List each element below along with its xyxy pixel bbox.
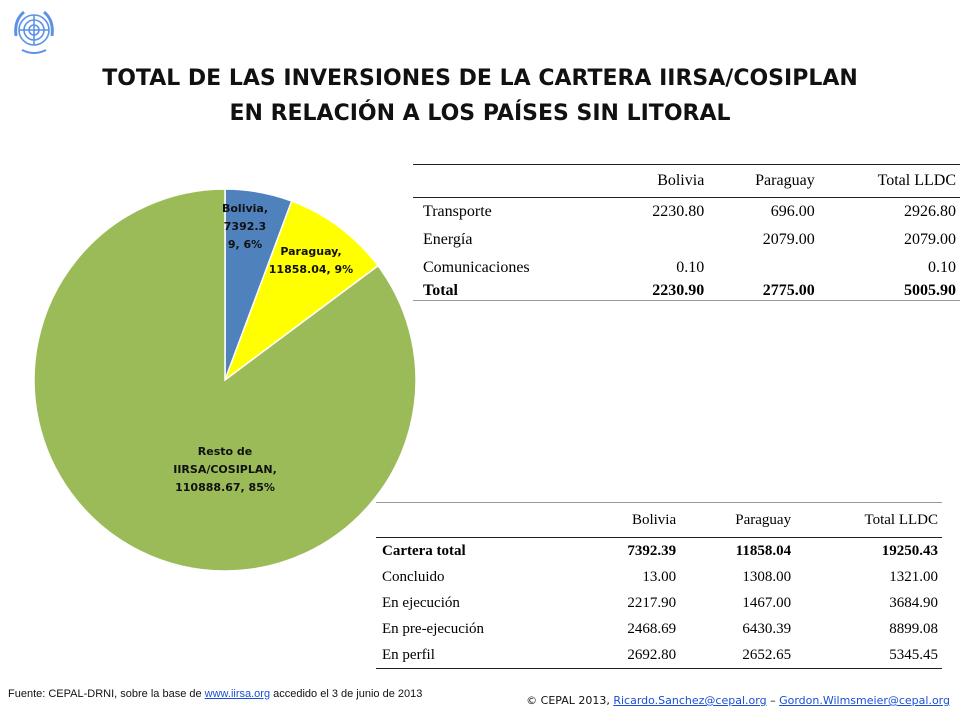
pie-label-resto: Resto de IIRSA/COSIPLAN, 110888.67, 85% [173, 445, 277, 494]
cell-value: 11858.04 [735, 542, 792, 559]
table-row: En perfil 2692.80 2652.65 5345.45 [376, 642, 942, 669]
cell-value: 0.10 [928, 259, 956, 276]
cell-value: 1321.00 [889, 568, 938, 585]
table-row: En pre-ejecución 2468.69 6430.39 8899.08 [376, 616, 942, 642]
source-note: Fuente: CEPAL-DRNI, sobre la base de www… [8, 688, 422, 700]
cell-value: 5345.45 [889, 646, 938, 663]
cell-value: 5005.90 [904, 282, 956, 299]
header-paraguay: Paraguay [708, 164, 819, 198]
source-suffix: accedido el 3 de junio de 2013 [270, 688, 423, 700]
row-label: En perfil [382, 646, 435, 663]
cell-value: 8899.08 [889, 620, 938, 637]
cell-value: 2079.00 [762, 231, 815, 248]
pie-label-paraguay: Paraguay, 11858.04, 9% [269, 245, 353, 276]
cell-value [610, 226, 708, 254]
page-title-line2: EN RELACIÓN A LOS PAÍSES SIN LITORAL [229, 101, 731, 126]
pie-chart: Bolivia, 7392.3 9, 6%Paraguay, 11858.04, 9%… [33, 188, 417, 572]
credits-separator: – [766, 694, 780, 707]
table-row: Concluido 13.00 1308.00 1321.00 [376, 564, 942, 590]
cell-value: 2926.80 [904, 203, 956, 220]
cell-value: 2230.80 [652, 203, 705, 220]
cell-value: 1308.00 [742, 568, 792, 585]
un-emblem-icon [14, 10, 54, 54]
header-total-lldc: Total LLDC [818, 164, 960, 198]
table-row: Comunicaciones 0.10 0.10 [413, 254, 960, 282]
cell-value [708, 254, 818, 282]
cell-value: 0.10 [676, 259, 705, 276]
cell-value: 2217.90 [627, 594, 677, 611]
cell-value: 2230.90 [652, 282, 705, 299]
source-link[interactable]: www.iirsa.org [204, 688, 271, 700]
cell-value: 3684.90 [889, 594, 938, 611]
header-bolivia: Bolivia [577, 502, 681, 538]
cell-value: 2468.69 [627, 620, 677, 637]
row-label: Total [423, 282, 458, 299]
row-label: Comunicaciones [423, 259, 530, 276]
cell-value: 1467.00 [742, 594, 792, 611]
table-row: Energía 2079.00 2079.00 [413, 226, 960, 254]
table-row: Transporte 2230.80 696.00 2926.80 [413, 198, 960, 227]
cell-value: 696.00 [770, 203, 815, 220]
cell-value: 6430.39 [742, 620, 792, 637]
cell-value: 19250.43 [881, 542, 938, 559]
table-total-row: Total 2230.90 2775.00 5005.90 [413, 282, 960, 301]
cell-value: 2652.65 [742, 646, 792, 663]
cell-value: 13.00 [642, 568, 677, 585]
header-cell-empty [413, 164, 611, 198]
portfolio-status-table: Bolivia Paraguay Total LLDC Cartera tota… [376, 502, 942, 669]
email-link-wilmsmeier[interactable]: Gordon.Wilmsmeier@cepal.org [779, 694, 950, 707]
table-header-row: Bolivia Paraguay Total LLDC [376, 502, 942, 538]
cell-value: 2079.00 [904, 231, 956, 248]
row-label: En pre-ejecución [382, 620, 485, 637]
row-label: Cartera total [382, 542, 466, 559]
header-cell-empty [376, 502, 578, 538]
header-total-lldc: Total LLDC [795, 502, 942, 538]
page-title-line1: TOTAL DE LAS INVERSIONES DE LA CARTERA I… [102, 66, 858, 91]
source-prefix: Fuente: CEPAL-DRNI, sobre la base de [8, 688, 205, 700]
pie-slice-paraguay [223, 200, 380, 383]
table-header-row: Bolivia Paraguay Total LLDC [413, 164, 960, 198]
table-row: Cartera total 7392.39 11858.04 19250.43 [376, 538, 942, 565]
email-link-sanchez[interactable]: Ricardo.Sanchez@cepal.org [613, 694, 767, 707]
row-label: Energía [423, 231, 473, 248]
header-paraguay: Paraguay [680, 502, 796, 538]
pie-slice-resto [33, 188, 417, 572]
row-label: En ejecución [382, 594, 460, 611]
pie-label-bolivia: Bolivia, 7392.3 9, 6% [222, 202, 268, 251]
cell-value: 7392.39 [627, 542, 677, 559]
row-label: Transporte [423, 203, 492, 220]
table-row: En ejecución 2217.90 1467.00 3684.90 [376, 590, 942, 616]
investment-sector-table: Bolivia Paraguay Total LLDC Transporte 2… [413, 164, 960, 301]
header-bolivia: Bolivia [610, 164, 709, 198]
cell-value: 2692.80 [627, 646, 677, 663]
row-label: Concluido [382, 568, 445, 585]
credits-prefix: © CEPAL 2013, [526, 694, 614, 707]
credits: © CEPAL 2013, Ricardo.Sanchez@cepal.org … [526, 694, 950, 707]
cell-value: 2775.00 [762, 282, 815, 299]
